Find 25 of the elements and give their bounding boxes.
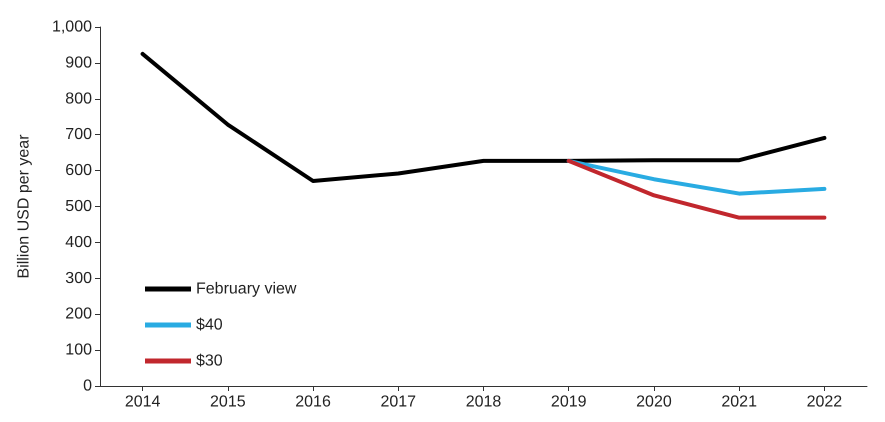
x-tick-label: 2019 bbox=[550, 394, 587, 410]
x-tick-label: 2015 bbox=[210, 394, 246, 410]
line-series bbox=[140, 52, 826, 184]
y-tick-label: 900 bbox=[65, 54, 92, 72]
x-tick-label: 2016 bbox=[295, 394, 331, 410]
x-tick-label: 2022 bbox=[806, 394, 842, 410]
y-tick-label: 700 bbox=[65, 126, 92, 144]
x-tick-label: 2021 bbox=[721, 394, 758, 410]
y-tick-label: 800 bbox=[65, 90, 92, 108]
legend-label: $40 bbox=[196, 316, 223, 334]
x-tick-label: 2018 bbox=[466, 394, 502, 410]
y-tick-label: 600 bbox=[65, 162, 92, 180]
y-tick-label: 500 bbox=[65, 198, 92, 215]
y-tick-label: 300 bbox=[65, 270, 92, 287]
y-tick-label: 400 bbox=[65, 234, 92, 251]
y-tick-label: 0 bbox=[83, 378, 92, 394]
x-tick-label: 2020 bbox=[636, 394, 672, 410]
y-tick-label: 200 bbox=[65, 306, 92, 323]
legend-label: $30 bbox=[196, 352, 223, 370]
legend-label: February view bbox=[196, 280, 297, 298]
y-tick-label: 100 bbox=[65, 342, 92, 359]
x-tick-label: 2014 bbox=[124, 394, 161, 410]
y-axis-title: Billion USD per year bbox=[16, 134, 32, 279]
y-tick-label: 1,000 bbox=[52, 18, 92, 36]
x-tick-label: 2017 bbox=[380, 394, 416, 410]
